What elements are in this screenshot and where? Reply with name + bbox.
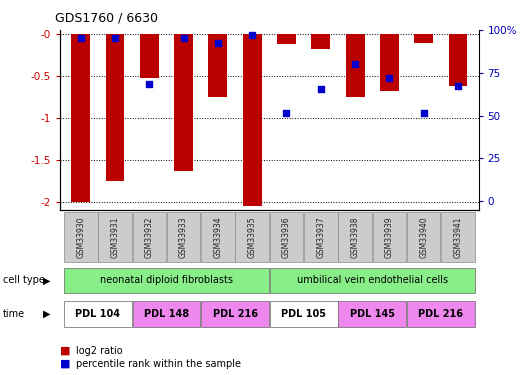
Text: PDL 105: PDL 105 bbox=[281, 309, 326, 319]
FancyBboxPatch shape bbox=[441, 212, 475, 262]
FancyBboxPatch shape bbox=[201, 302, 269, 327]
FancyBboxPatch shape bbox=[407, 212, 440, 262]
Text: GSM33938: GSM33938 bbox=[350, 216, 360, 258]
Text: percentile rank within the sample: percentile rank within the sample bbox=[76, 359, 241, 369]
Text: ▶: ▶ bbox=[43, 275, 51, 285]
Text: PDL 216: PDL 216 bbox=[418, 309, 463, 319]
FancyBboxPatch shape bbox=[407, 302, 475, 327]
FancyBboxPatch shape bbox=[98, 212, 132, 262]
Text: neonatal diploid fibroblasts: neonatal diploid fibroblasts bbox=[100, 275, 233, 285]
FancyBboxPatch shape bbox=[167, 212, 200, 262]
Point bbox=[454, 83, 462, 89]
Point bbox=[111, 35, 119, 41]
Bar bbox=[277, 34, 296, 44]
Point bbox=[214, 39, 222, 45]
Bar bbox=[106, 34, 124, 181]
Text: ▶: ▶ bbox=[43, 309, 51, 319]
Bar bbox=[209, 34, 228, 97]
Point bbox=[316, 87, 325, 93]
Bar bbox=[380, 34, 399, 91]
Text: GSM33939: GSM33939 bbox=[385, 216, 394, 258]
Text: time: time bbox=[3, 309, 25, 319]
Text: PDL 145: PDL 145 bbox=[350, 309, 395, 319]
FancyBboxPatch shape bbox=[270, 268, 475, 293]
FancyBboxPatch shape bbox=[304, 212, 337, 262]
Text: cell type: cell type bbox=[3, 275, 44, 285]
Bar bbox=[243, 34, 262, 206]
Point bbox=[248, 32, 256, 38]
FancyBboxPatch shape bbox=[235, 212, 269, 262]
Bar bbox=[449, 34, 468, 86]
Point bbox=[145, 81, 153, 87]
Text: GSM33934: GSM33934 bbox=[213, 216, 222, 258]
Point bbox=[351, 62, 359, 68]
Text: GDS1760 / 6630: GDS1760 / 6630 bbox=[55, 11, 158, 24]
Bar bbox=[311, 34, 330, 49]
Text: PDL 148: PDL 148 bbox=[144, 309, 189, 319]
Bar bbox=[346, 34, 365, 97]
Point bbox=[385, 75, 394, 81]
FancyBboxPatch shape bbox=[64, 212, 97, 262]
FancyBboxPatch shape bbox=[132, 302, 200, 327]
Text: GSM33935: GSM33935 bbox=[248, 216, 257, 258]
FancyBboxPatch shape bbox=[64, 302, 132, 327]
Bar bbox=[71, 34, 90, 202]
Point bbox=[282, 110, 291, 116]
Bar bbox=[174, 34, 193, 171]
Text: ■: ■ bbox=[60, 359, 71, 369]
FancyBboxPatch shape bbox=[338, 302, 406, 327]
FancyBboxPatch shape bbox=[372, 212, 406, 262]
FancyBboxPatch shape bbox=[201, 212, 235, 262]
Text: GSM33941: GSM33941 bbox=[453, 216, 462, 258]
Text: GSM33933: GSM33933 bbox=[179, 216, 188, 258]
Point bbox=[179, 35, 188, 41]
Text: ■: ■ bbox=[60, 346, 71, 355]
FancyBboxPatch shape bbox=[270, 212, 303, 262]
FancyBboxPatch shape bbox=[64, 268, 269, 293]
Text: PDL 104: PDL 104 bbox=[75, 309, 120, 319]
FancyBboxPatch shape bbox=[132, 212, 166, 262]
Text: GSM33940: GSM33940 bbox=[419, 216, 428, 258]
Text: umbilical vein endothelial cells: umbilical vein endothelial cells bbox=[297, 275, 448, 285]
Bar bbox=[140, 34, 159, 78]
Point bbox=[76, 34, 85, 40]
FancyBboxPatch shape bbox=[338, 212, 372, 262]
Text: GSM33931: GSM33931 bbox=[110, 216, 120, 258]
Text: PDL 216: PDL 216 bbox=[212, 309, 257, 319]
Text: GSM33932: GSM33932 bbox=[145, 216, 154, 258]
Point bbox=[419, 110, 428, 116]
FancyBboxPatch shape bbox=[270, 302, 337, 327]
Text: GSM33937: GSM33937 bbox=[316, 216, 325, 258]
Text: log2 ratio: log2 ratio bbox=[76, 346, 122, 355]
Bar bbox=[414, 34, 433, 42]
Text: GSM33936: GSM33936 bbox=[282, 216, 291, 258]
Text: GSM33930: GSM33930 bbox=[76, 216, 85, 258]
